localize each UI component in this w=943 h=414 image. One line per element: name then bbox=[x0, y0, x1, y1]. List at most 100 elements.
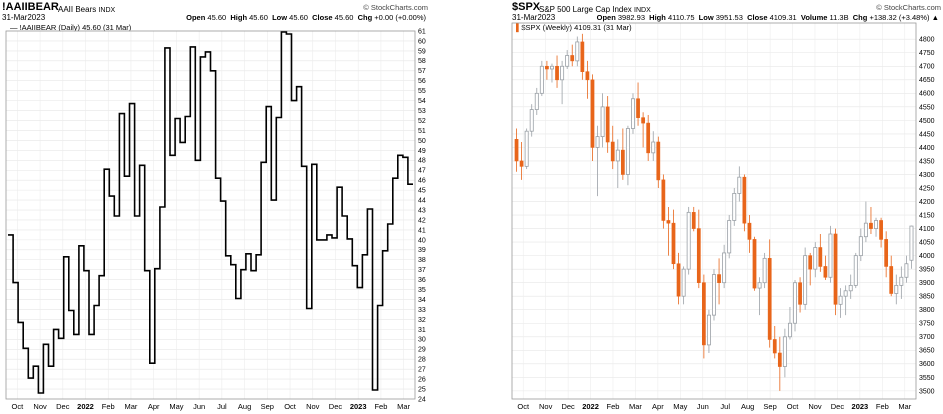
y-tick-label: 25 bbox=[418, 386, 426, 393]
candle-body-down bbox=[555, 65, 559, 81]
y-tick-label: 29 bbox=[418, 347, 426, 354]
x-tick-label: Mar bbox=[629, 402, 642, 411]
candle bbox=[605, 96, 610, 153]
candle bbox=[651, 131, 656, 161]
y-tick-label: 48 bbox=[418, 158, 426, 165]
candle-body-up bbox=[838, 295, 843, 305]
candle-body-down bbox=[585, 71, 590, 81]
x-tick-label: May bbox=[169, 402, 183, 411]
y-tick-label: 45 bbox=[418, 188, 426, 195]
y-tick-label: 39 bbox=[418, 247, 426, 254]
y-tick-label: 50 bbox=[418, 138, 426, 145]
candle bbox=[803, 247, 808, 310]
candle-body-down bbox=[580, 41, 585, 72]
x-tick-label: Mar bbox=[898, 402, 911, 411]
candle-body-up bbox=[858, 236, 863, 257]
grid-lines bbox=[6, 30, 415, 400]
candle-body-down bbox=[889, 266, 894, 294]
spx-chart-panel: $SPX S&P 500 Large Cap Index INDX © Stoc… bbox=[510, 0, 943, 414]
candle bbox=[565, 50, 570, 69]
candle-body-down bbox=[636, 98, 640, 118]
y-tick-label: 4550 bbox=[919, 104, 935, 111]
x-tick-label: Feb bbox=[607, 402, 620, 411]
x-tick-label: Sep bbox=[763, 402, 776, 411]
candle bbox=[828, 225, 833, 283]
candle bbox=[808, 252, 813, 286]
candle-body-up bbox=[853, 255, 858, 286]
y-tick-label: 3850 bbox=[919, 294, 935, 301]
candle-body-down bbox=[610, 141, 615, 162]
candle bbox=[884, 231, 889, 278]
candle-body-up bbox=[727, 220, 732, 254]
x-tick-label: Dec bbox=[56, 402, 70, 411]
y-tick-label: 4300 bbox=[919, 172, 935, 179]
chart-ohlc: Open 3982.93 High 4110.75 Low 3951.53 Cl… bbox=[596, 13, 939, 22]
x-tick-label: Nov bbox=[539, 402, 553, 411]
candle-body-up bbox=[874, 220, 878, 229]
x-tick-label: Nov bbox=[33, 402, 47, 411]
y-tick-label: 60 bbox=[418, 38, 426, 45]
candle-body-up bbox=[575, 41, 580, 62]
candle-body-up bbox=[787, 322, 792, 338]
candle bbox=[838, 288, 843, 318]
y-tick-label: 28 bbox=[418, 357, 426, 364]
candle-body-down bbox=[798, 282, 802, 305]
candle-body-up bbox=[706, 314, 711, 346]
candle-body-down bbox=[767, 258, 772, 340]
candle bbox=[691, 206, 696, 232]
candle bbox=[545, 60, 549, 80]
candle bbox=[671, 209, 676, 270]
candle bbox=[787, 307, 792, 340]
candle bbox=[863, 201, 868, 243]
chart-header: $SPX S&P 500 Large Cap Index INDX © Stoc… bbox=[510, 0, 943, 23]
y-tick-label: 24 bbox=[418, 396, 426, 403]
candle bbox=[686, 206, 691, 275]
y-tick-label: 53 bbox=[418, 108, 426, 115]
aaii-bears-chart-panel: !AAIIBEAR AAII Bears INDX © StockCharts.… bbox=[0, 0, 430, 414]
candle bbox=[879, 217, 883, 248]
x-tick-label: Dec bbox=[831, 402, 845, 411]
candle bbox=[661, 174, 666, 229]
candle-body-up bbox=[894, 284, 899, 294]
candle-body-up bbox=[625, 128, 630, 175]
x-tick-label: 2023 bbox=[852, 402, 869, 411]
candle bbox=[909, 225, 914, 269]
y-tick-label: 47 bbox=[418, 168, 426, 175]
candle-body-down bbox=[772, 339, 777, 354]
y-tick-label: 4500 bbox=[919, 118, 935, 125]
candle-body-down bbox=[646, 122, 651, 154]
x-tick-label: Oct bbox=[284, 402, 297, 411]
y-tick-label: 4100 bbox=[919, 226, 935, 233]
chart-legend: — !AAIIBEAR (Daily) 45.60 (31 Mar) bbox=[10, 23, 132, 32]
candle bbox=[823, 255, 828, 280]
candle-body-down bbox=[545, 65, 549, 70]
candle-body-down bbox=[666, 220, 671, 224]
y-tick-label: 35 bbox=[418, 287, 426, 294]
candles bbox=[514, 33, 914, 391]
y-tick-label: 31 bbox=[418, 327, 426, 334]
candle-body-down bbox=[696, 228, 701, 283]
candle-body-down bbox=[519, 160, 524, 167]
candle bbox=[793, 279, 797, 332]
y-tick-label: 3900 bbox=[919, 280, 935, 287]
y-tick-label: 58 bbox=[418, 58, 426, 65]
candle bbox=[600, 93, 605, 148]
candle bbox=[636, 82, 640, 126]
x-tick-label: Sep bbox=[261, 402, 274, 411]
candle-body-up bbox=[899, 276, 904, 286]
candle-body-down bbox=[590, 79, 595, 148]
y-tick-label: 49 bbox=[418, 148, 426, 155]
y-tick-label: 33 bbox=[418, 307, 426, 314]
candle bbox=[777, 336, 782, 391]
y-tick-label: 3700 bbox=[919, 334, 935, 341]
candle-body-up bbox=[904, 263, 909, 278]
chart-legend: ▌$SPX (Weekly) 4109.31 (31 Mar) bbox=[516, 23, 632, 32]
y-tick-label: 57 bbox=[418, 68, 426, 75]
candle bbox=[767, 239, 772, 348]
candle bbox=[853, 252, 858, 289]
candle bbox=[843, 285, 848, 316]
x-tick-label: Oct bbox=[12, 402, 25, 411]
x-tick-label: Jun bbox=[193, 402, 205, 411]
y-tick-label: 42 bbox=[418, 217, 426, 224]
x-tick-label: 2022 bbox=[582, 402, 599, 411]
